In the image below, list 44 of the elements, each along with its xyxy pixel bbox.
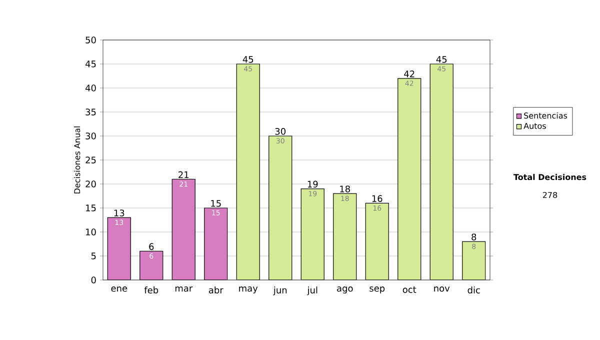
- y-tick-label: 45: [85, 60, 96, 68]
- data-label: 19: [308, 180, 318, 188]
- x-tick-label: dic: [468, 286, 480, 294]
- x-tick-label: jun: [273, 286, 287, 296]
- data-label: 16: [372, 195, 382, 202]
- data-label: 13: [114, 210, 124, 216]
- bar: [204, 208, 228, 280]
- x-tick-label: oct: [402, 286, 416, 293]
- data-label: 8: [472, 234, 476, 240]
- y-tick-label: 0: [91, 276, 96, 284]
- data-label: 21: [178, 171, 189, 178]
- y-tick-label: 35: [86, 108, 96, 116]
- y-axis-title: Decisiones Anual: [74, 126, 80, 194]
- x-tick-label: jul: [307, 286, 318, 296]
- text: Total Decisiones: [513, 174, 586, 180]
- data-label: 42: [404, 70, 414, 78]
- data-label: 45: [436, 56, 447, 63]
- legend-label: Autos: [524, 122, 546, 129]
- x-tick-label: ene: [111, 286, 128, 292]
- x-tick-label: abr: [208, 286, 224, 294]
- bar: [172, 178, 196, 280]
- x-tick-label: may: [239, 286, 258, 294]
- text: 278: [542, 192, 558, 198]
- legend-label: Sentencias: [524, 112, 568, 119]
- x-tick-label: feb: [144, 286, 158, 294]
- x-tick-label: mar: [175, 286, 193, 292]
- data-label: 15: [211, 200, 221, 207]
- y-tick-label: 50: [86, 36, 96, 44]
- y-tick-label: 30: [86, 132, 96, 140]
- data-label: 30: [275, 128, 286, 135]
- y-tick-label: 5: [91, 252, 96, 260]
- y-tick-label: 10: [86, 228, 96, 236]
- data-label: 18: [340, 186, 350, 192]
- bar: [107, 217, 131, 280]
- x-tick-label: ago: [337, 286, 353, 294]
- y-tick-label: 20: [86, 180, 96, 188]
- data-label: 6: [149, 243, 154, 250]
- bar: [140, 250, 164, 280]
- x-tick-label: sep: [370, 286, 385, 294]
- y-tick-label: 25: [86, 156, 96, 164]
- y-tick-label: 15: [86, 204, 96, 212]
- x-tick-label: nov: [434, 286, 450, 292]
- data-label: 45: [242, 56, 254, 63]
- y-tick-label: 40: [85, 84, 96, 92]
